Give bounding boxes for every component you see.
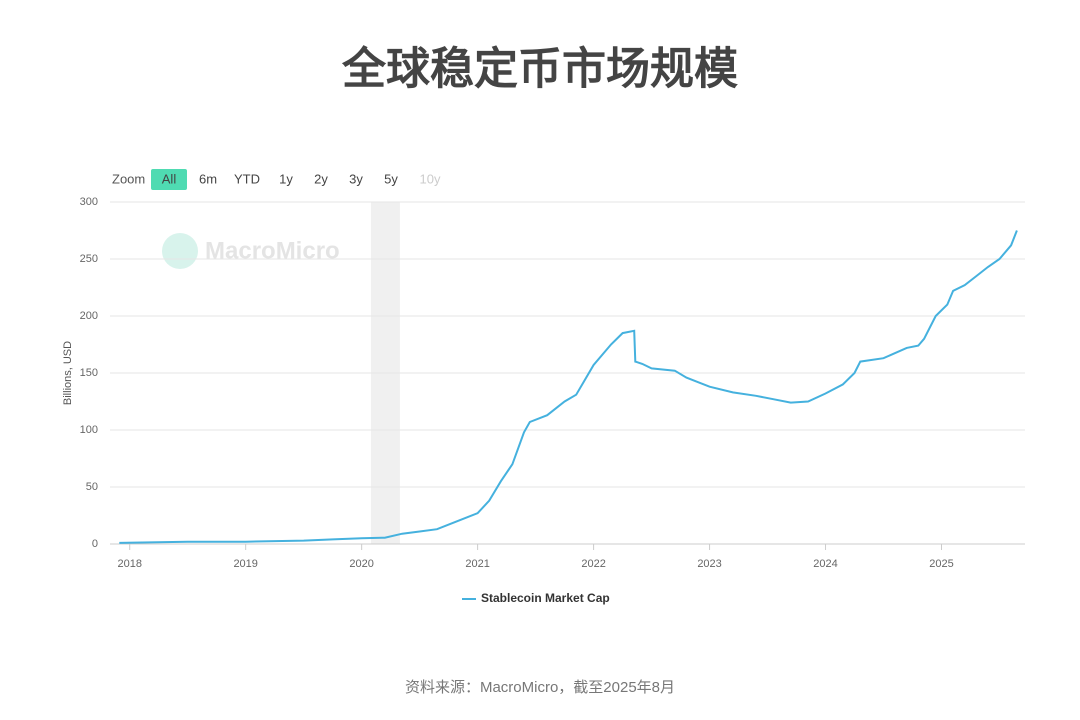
watermark: MacroMicro <box>205 237 340 264</box>
x-tick-label: 2023 <box>697 558 721 570</box>
x-tick-label: 2019 <box>233 558 257 570</box>
y-tick-label: 100 <box>80 424 98 436</box>
y-tick-label: 150 <box>80 367 98 379</box>
range-button-bg[interactable] <box>151 169 187 190</box>
legend-label[interactable]: Stablecoin Market Cap <box>481 591 610 605</box>
x-tick-label: 2022 <box>581 558 605 570</box>
x-tick-label: 2025 <box>929 558 953 570</box>
y-tick-label: 200 <box>80 310 98 322</box>
range-button[interactable]: YTD <box>234 171 260 186</box>
range-button[interactable]: 3y <box>349 171 363 186</box>
y-tick-label: 0 <box>92 538 98 550</box>
zoom-label: Zoom <box>112 171 145 186</box>
x-tick-label: 2024 <box>813 558 837 570</box>
range-button[interactable]: 5y <box>384 171 398 186</box>
watermark-icon <box>162 233 198 269</box>
y-axis-label: Billions, USD <box>62 341 74 405</box>
x-tick-label: 2018 <box>117 558 141 570</box>
range-button: 10y <box>420 171 441 186</box>
range-button[interactable]: All <box>162 171 177 186</box>
y-tick-label: 250 <box>80 253 98 265</box>
range-button[interactable]: 6m <box>199 171 217 186</box>
chart-title: 全球稳定币市场规模 <box>341 44 738 94</box>
x-tick-label: 2021 <box>465 558 489 570</box>
range-button[interactable]: 2y <box>314 171 328 186</box>
data-line <box>119 230 1018 544</box>
source-note: 资料来源：MacroMicro，截至2025年8月 <box>405 679 675 696</box>
y-tick-label: 300 <box>80 196 98 208</box>
range-button[interactable]: 1y <box>279 171 293 186</box>
y-tick-label: 50 <box>86 481 98 493</box>
x-tick-label: 2020 <box>349 558 373 570</box>
